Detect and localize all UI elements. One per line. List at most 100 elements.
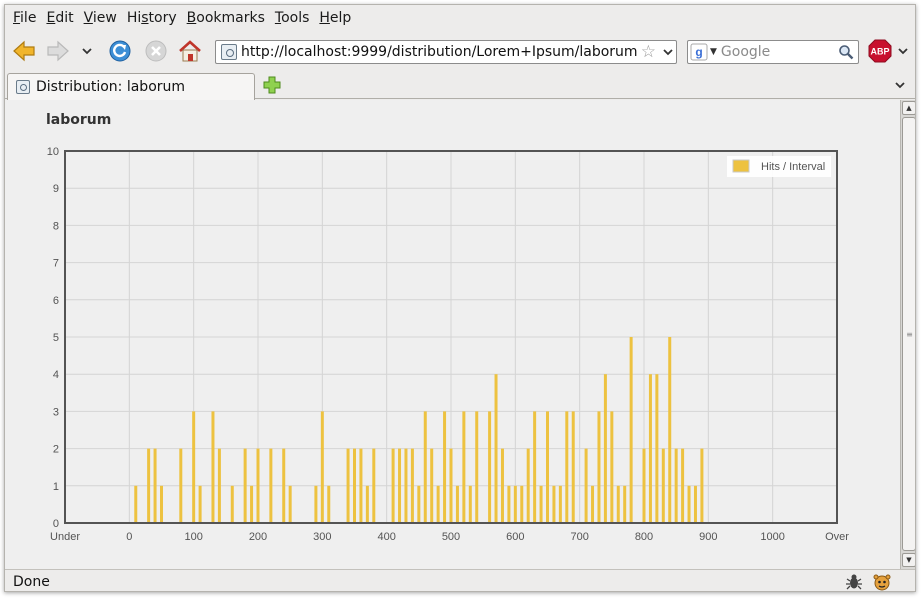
x-tick-label: 500 <box>442 531 460 543</box>
bar <box>475 411 479 523</box>
menu-file[interactable]: File <box>13 10 37 26</box>
search-bar[interactable]: g ▼ Google <box>687 40 859 64</box>
reload-icon[interactable] <box>107 38 133 64</box>
browser-window: File Edit View History Bookmarks Tools Help ht… <box>4 4 916 592</box>
bar <box>546 411 549 523</box>
bar <box>179 448 183 523</box>
bar <box>629 337 633 523</box>
bar <box>359 448 363 523</box>
google-engine-icon[interactable]: g <box>688 41 710 63</box>
bar <box>391 448 395 523</box>
menu-bookmarks[interactable]: Bookmarks <box>186 10 265 26</box>
y-tick-label: 1 <box>53 481 59 493</box>
bar <box>160 485 163 523</box>
bar <box>603 374 607 523</box>
bar <box>455 485 459 523</box>
bar <box>327 485 331 523</box>
tab-distribution[interactable]: Distribution: laborum <box>7 73 255 100</box>
bar <box>661 448 665 523</box>
bar <box>410 448 414 523</box>
tab-list-dropdown-icon[interactable] <box>895 79 905 92</box>
history-dropdown-icon[interactable] <box>79 38 95 64</box>
x-tick-label: 0 <box>126 531 132 543</box>
bar <box>552 485 556 523</box>
bar <box>250 485 254 523</box>
bar <box>681 448 685 523</box>
tab-label: Distribution: laborum <box>36 79 186 95</box>
legend-label: Hits / Interval <box>761 161 825 173</box>
bar <box>449 448 453 523</box>
bar <box>353 448 356 523</box>
menu-history[interactable]: History <box>126 10 177 26</box>
legend-swatch <box>732 159 750 173</box>
bar <box>494 374 498 523</box>
bar <box>417 485 421 523</box>
x-tick-label: 1000 <box>760 531 784 543</box>
y-tick-label: 3 <box>53 406 59 418</box>
greasemonkey-icon[interactable] <box>873 573 891 591</box>
vertical-scrollbar[interactable]: ▲ ≡ ▼ <box>900 100 915 569</box>
x-tick-label: 400 <box>377 531 395 543</box>
adblock-dropdown-icon[interactable] <box>895 38 911 64</box>
y-tick-label: 4 <box>53 369 59 381</box>
bar <box>571 411 575 523</box>
stop-icon[interactable] <box>143 38 169 64</box>
menu-help[interactable]: Help <box>319 10 352 26</box>
bar <box>533 411 537 523</box>
x-tick-label: 200 <box>249 531 267 543</box>
bar <box>558 485 562 523</box>
new-tab-icon[interactable] <box>263 76 281 94</box>
bar <box>443 411 447 523</box>
bar <box>648 374 652 523</box>
y-tick-label: 5 <box>53 332 59 344</box>
bar <box>398 448 402 523</box>
url-text[interactable]: http://localhost:9999/distribution/Lorem… <box>241 44 638 60</box>
home-icon[interactable] <box>177 38 203 64</box>
x-tick-label: 300 <box>313 531 331 543</box>
url-dropdown-icon[interactable] <box>660 41 676 63</box>
back-icon[interactable] <box>11 38 37 64</box>
bar <box>488 411 492 523</box>
forward-icon[interactable] <box>45 38 71 64</box>
bar <box>693 485 697 523</box>
svg-text:g: g <box>695 45 702 59</box>
scroll-thumb[interactable]: ≡ <box>902 117 915 551</box>
adblock-icon[interactable]: ABP <box>867 38 893 64</box>
menu-view[interactable]: View <box>83 10 117 26</box>
search-icon[interactable] <box>836 42 856 62</box>
scroll-down-icon[interactable]: ▼ <box>902 553 915 567</box>
tab-favicon-icon <box>16 80 30 94</box>
bar <box>372 448 376 523</box>
bar <box>217 448 221 523</box>
y-tick-label: 9 <box>53 183 59 195</box>
x-tick-label: 700 <box>570 531 588 543</box>
bar <box>430 448 434 523</box>
bar <box>468 485 472 523</box>
menu-edit[interactable]: Edit <box>46 10 74 26</box>
y-tick-label: 6 <box>53 295 59 307</box>
menu-tools[interactable]: Tools <box>274 10 310 26</box>
bar <box>365 485 369 523</box>
bar <box>507 485 511 523</box>
bookmark-star-icon[interactable]: ☆ <box>640 42 656 62</box>
page-content: laborum Under 0 100 200 300 400 500 600 700 800 90… <box>5 100 900 569</box>
x-tick-label: 100 <box>184 531 202 543</box>
bar <box>655 374 659 523</box>
bar <box>513 485 517 523</box>
bar <box>526 448 530 523</box>
bar <box>610 411 614 523</box>
url-bar[interactable]: http://localhost:9999/distribution/Lorem… <box>215 40 677 64</box>
y-tick-label: 2 <box>53 444 59 456</box>
bar <box>668 337 672 523</box>
bug-icon[interactable] <box>845 573 863 591</box>
search-input[interactable]: Google <box>720 44 771 60</box>
y-tick-label: 7 <box>53 258 59 270</box>
distribution-chart: Under 0 100 200 300 400 500 600 700 800 900 1000 Ove… <box>47 146 850 543</box>
scroll-up-icon[interactable]: ▲ <box>902 101 915 115</box>
x-tick-label: Over <box>825 531 849 543</box>
x-tick-label: Under <box>50 531 80 543</box>
bar <box>269 448 273 523</box>
bar <box>404 448 408 523</box>
engine-dropdown-icon[interactable]: ▼ <box>710 47 717 57</box>
x-tick-label: 900 <box>699 531 717 543</box>
